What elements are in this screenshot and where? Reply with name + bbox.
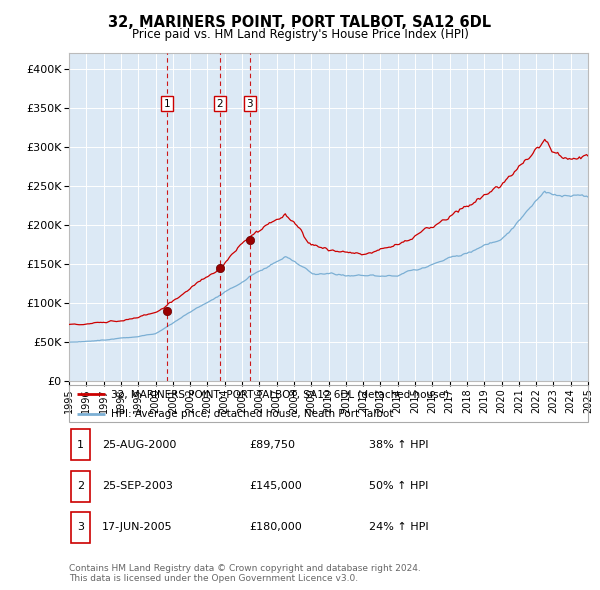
Text: 50% ↑ HPI: 50% ↑ HPI xyxy=(369,481,428,491)
Text: 24% ↑ HPI: 24% ↑ HPI xyxy=(369,523,428,532)
Text: 32, MARINERS POINT, PORT TALBOT, SA12 6DL: 32, MARINERS POINT, PORT TALBOT, SA12 6D… xyxy=(109,15,491,30)
Text: 32, MARINERS POINT, PORT TALBOT, SA12 6DL (detached house): 32, MARINERS POINT, PORT TALBOT, SA12 6D… xyxy=(110,389,449,399)
Text: 25-AUG-2000: 25-AUG-2000 xyxy=(102,440,176,450)
Text: Contains HM Land Registry data © Crown copyright and database right 2024.
This d: Contains HM Land Registry data © Crown c… xyxy=(69,563,421,583)
Bar xyxy=(71,471,90,502)
Bar xyxy=(71,512,90,543)
Text: 2: 2 xyxy=(77,481,84,491)
Text: 25-SEP-2003: 25-SEP-2003 xyxy=(102,481,173,491)
Text: £145,000: £145,000 xyxy=(249,481,302,491)
Text: 1: 1 xyxy=(163,99,170,109)
Text: 3: 3 xyxy=(247,99,253,109)
Text: HPI: Average price, detached house, Neath Port Talbot: HPI: Average price, detached house, Neat… xyxy=(110,409,393,419)
Text: £89,750: £89,750 xyxy=(249,440,295,450)
Text: £180,000: £180,000 xyxy=(249,523,302,532)
Text: 2: 2 xyxy=(217,99,223,109)
Bar xyxy=(71,430,90,460)
Text: 1: 1 xyxy=(77,440,84,450)
Text: 3: 3 xyxy=(77,523,84,532)
Text: 17-JUN-2005: 17-JUN-2005 xyxy=(102,523,173,532)
Text: 38% ↑ HPI: 38% ↑ HPI xyxy=(369,440,428,450)
Text: Price paid vs. HM Land Registry's House Price Index (HPI): Price paid vs. HM Land Registry's House … xyxy=(131,28,469,41)
